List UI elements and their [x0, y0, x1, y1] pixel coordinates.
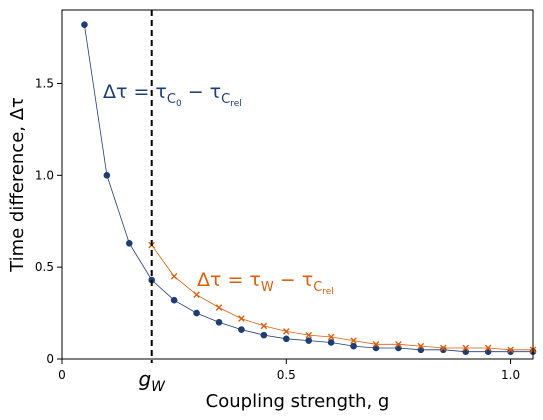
annotation-prefix: Δτ = τ: [103, 81, 167, 103]
y-tick-label: 1.0: [35, 168, 54, 182]
series-1-point: [305, 331, 313, 339]
series-0-point: [103, 172, 111, 179]
series-0-point: [260, 331, 268, 339]
y-tick-label: 1.5: [35, 76, 54, 90]
x-marker-stroke: [215, 304, 223, 311]
series-1-point: [282, 328, 290, 335]
series-0-point: [238, 326, 245, 333]
annotation-subsubscript: rel: [322, 287, 334, 297]
series-1-point: [484, 344, 492, 352]
x-marker-stroke: [350, 337, 357, 344]
x-axis-label: Coupling strength, g: [206, 391, 390, 412]
gw-label-main: g: [138, 367, 151, 391]
x-marker-stroke: [439, 344, 447, 352]
x-marker-stroke: [462, 344, 470, 352]
x-marker-stroke: [327, 333, 335, 341]
x-tick-label: 0: [58, 368, 66, 382]
marks-layer: [81, 21, 537, 355]
series-0-point: [350, 342, 357, 350]
gw-label: gW: [138, 367, 166, 395]
ticks-layer: 0 0.5 1.0 0 0.5 1.0 1.5: [35, 76, 520, 382]
series-1-point: [395, 341, 402, 348]
x-tick-label: 0.5: [277, 368, 296, 382]
series-1-point: [417, 342, 425, 350]
x-marker-stroke: [238, 315, 245, 322]
series-1-line: [151, 244, 533, 351]
annotation-orange: Δτ = τW − τCrel: [197, 269, 334, 297]
x-marker-stroke: [170, 273, 178, 280]
x-marker-stroke: [417, 342, 425, 350]
series-0-point: [305, 337, 313, 344]
series-0-point: [170, 296, 178, 304]
series-1-point: [238, 315, 245, 322]
annotation-blue: Δτ = τC0 − τCrel: [103, 81, 242, 109]
y-axis-label: Time difference, Δτ: [7, 97, 28, 273]
series-0-point: [193, 309, 200, 317]
annotation-subscript: C: [167, 92, 176, 107]
series-1-point: [507, 346, 514, 354]
x-marker-stroke: [395, 341, 402, 348]
x-marker-stroke: [484, 344, 492, 352]
series-1-point: [193, 291, 200, 299]
series-1-point: [372, 341, 380, 348]
gw-label-sub: W: [151, 379, 166, 395]
annotation-subsubscript: rel: [230, 99, 242, 109]
x-marker-stroke: [260, 322, 268, 330]
annotation-subscript: C: [221, 92, 230, 107]
plot-frame: [61, 9, 534, 360]
annotation-mid: − τ: [274, 269, 313, 291]
annotation-subscript: W: [261, 280, 274, 295]
x-marker-stroke: [507, 346, 514, 354]
series-1-point: [170, 273, 178, 280]
y-tick-label: 0: [46, 352, 54, 366]
annotation-prefix: Δτ = τ: [197, 269, 261, 291]
series-0-point: [125, 239, 133, 247]
series-1-point: [350, 337, 357, 344]
x-marker-stroke: [193, 291, 200, 299]
x-tick-label: 1.0: [501, 368, 520, 382]
series-0-point: [282, 335, 290, 343]
series-1-point: [260, 322, 268, 330]
annotation-mid: − τ: [182, 81, 221, 103]
series-1-point: [439, 344, 447, 352]
y-tick-label: 0.5: [35, 260, 54, 274]
annotation-subscript: C: [313, 280, 322, 295]
series-0-point: [81, 21, 88, 28]
series-1-point: [215, 304, 223, 311]
annotation-subsubscript: 0: [176, 99, 182, 109]
series-0-point: [327, 339, 335, 346]
series-0-point: [215, 318, 223, 326]
x-marker-stroke: [305, 331, 313, 339]
x-marker-stroke: [372, 341, 380, 348]
series-1-point: [327, 333, 335, 341]
x-marker-stroke: [282, 328, 290, 335]
series-1-point: [462, 344, 470, 352]
